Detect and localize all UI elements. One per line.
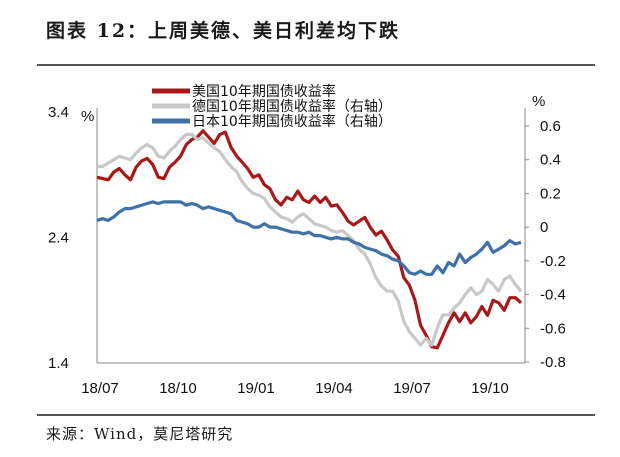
- y-right-tick-label: -0.6: [540, 320, 566, 337]
- legend-label: 美国10年期国债收益率: [192, 83, 336, 100]
- y-right-tick-label: 0.4: [540, 152, 561, 169]
- series-line-2: [96, 200, 522, 276]
- y-left-tick-label: 3.4: [48, 104, 69, 121]
- bottom-rule: [37, 414, 595, 416]
- y-right-tick-label: -0.4: [540, 287, 566, 304]
- legend-label: 日本10年期国债收益率（右轴）: [192, 113, 392, 130]
- x-tick-label: 19/07: [393, 380, 431, 397]
- source-note: 来源：Wind，莫尼塔研究: [46, 425, 234, 443]
- x-tick-label: 19/04: [315, 380, 353, 397]
- x-tick-label: 18/07: [81, 380, 119, 397]
- x-tick-label: 18/10: [159, 380, 197, 397]
- y-right-tick-label: 0.6: [540, 118, 561, 135]
- figure-title: 图表 12：上周美德、美日利差均下跌: [46, 20, 401, 42]
- x-tick-label: 19/01: [237, 380, 275, 397]
- y-left-tick-label: 1.4: [48, 355, 69, 372]
- top-rule: [37, 64, 595, 66]
- y-left-unit: %: [81, 108, 94, 125]
- y-right-unit: %: [532, 93, 545, 110]
- axis-labels: 3.4 2.4 1.4% 0.6 0.4 0.2 0 -0.2 -0.4 -0.6 -0.8% 18/…: [48, 93, 566, 397]
- legend-label: 德国10年期国债收益率（右轴）: [192, 98, 392, 115]
- legend: 美国10年期国债收益率德国10年期国债收益率（右轴）日本10年期国债收益率（右轴…: [152, 83, 392, 130]
- y-right-tick-label: -0.8: [540, 354, 566, 371]
- series-line-0: [96, 129, 523, 350]
- series-line-1: [97, 132, 523, 347]
- y-right-tick-label: 0.2: [540, 185, 561, 202]
- series-layer: [96, 129, 523, 350]
- y-right-tick-label: -0.2: [540, 253, 566, 270]
- y-right-tick-label: 0: [540, 219, 548, 236]
- chart-axes: [96, 108, 529, 364]
- x-tick-label: 19/10: [471, 380, 509, 397]
- y-left-tick-label: 2.4: [48, 230, 69, 247]
